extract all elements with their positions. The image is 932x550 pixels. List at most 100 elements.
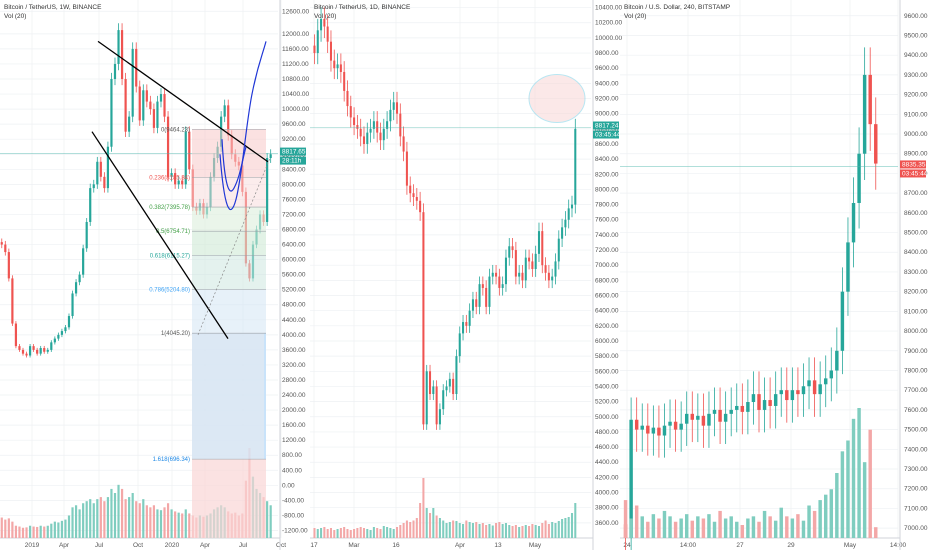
y-tick-label: 5600.00 <box>595 368 619 375</box>
y-tick-label: 3600.00 <box>282 347 306 354</box>
fibonacci-retracement[interactable]: 0(9464.23) 0.236(8185.34) 0.382(7395.78) 0.… <box>149 127 266 538</box>
last-price-tag[interactable] <box>593 121 619 130</box>
y-tick-label: 5800.00 <box>595 353 619 360</box>
volume-bar <box>110 488 113 538</box>
candle-body <box>445 386 448 391</box>
volume-bar <box>382 526 385 538</box>
y-tick-label: 4600.00 <box>595 444 619 451</box>
y-tick-label: -800.00 <box>282 512 304 519</box>
volume-bar <box>343 527 346 538</box>
y-tick-label: 7600.00 <box>595 217 619 224</box>
last-price-value: 8817.24 <box>595 123 619 130</box>
volume-bar <box>498 522 501 538</box>
volume-bar <box>85 501 88 538</box>
candle-body <box>339 64 342 72</box>
y-tick-label: 4000.00 <box>595 490 619 497</box>
descending-trendline-upper[interactable] <box>97 40 269 163</box>
candle-body <box>386 121 389 129</box>
candle-body <box>762 400 767 410</box>
candle-body <box>465 322 468 326</box>
projection-path-inner[interactable] <box>221 139 247 192</box>
fib-level-label: 0.5(6754.71) <box>156 229 190 235</box>
candle-body <box>32 346 35 350</box>
chart-panel-1[interactable]: 12600.00 12000.00 11600.00 11200.00 10800.00… <box>0 0 309 550</box>
chart-panel-2[interactable]: 10400.00 10200.00 10000.00 9800.00 9600.00 94… <box>310 0 622 550</box>
volume-bar <box>174 511 177 538</box>
candles <box>313 7 577 538</box>
candle-body <box>471 299 474 311</box>
volume-bar <box>269 505 272 538</box>
candle-body <box>684 413 689 424</box>
countdown-tag[interactable] <box>280 156 306 165</box>
highlight-circle[interactable] <box>528 74 586 124</box>
y-tick-label: 9800.00 <box>595 50 619 57</box>
volume-bar <box>422 478 425 538</box>
descending-trendline-lower[interactable] <box>91 131 229 339</box>
chart-panel-3[interactable]: 9600.00 9500.00 9400.00 9300.00 9200.00 9100.… <box>620 0 928 550</box>
volume-bar <box>712 521 717 538</box>
candle-body <box>329 41 332 61</box>
countdown-tag[interactable] <box>593 130 619 139</box>
volume-bar <box>4 519 7 538</box>
candle-body <box>128 116 131 132</box>
volume-bar <box>117 484 120 538</box>
volume-bar <box>561 519 564 538</box>
volume-bar <box>684 514 689 538</box>
candle-body <box>85 221 88 249</box>
candle-body <box>432 386 435 395</box>
y-tick-label: 8100.00 <box>904 308 928 315</box>
volume-bar <box>531 524 534 538</box>
volume-bar <box>646 521 650 538</box>
candle-body <box>163 94 166 117</box>
volume-bar <box>142 499 145 538</box>
y-tick-label: 4800.00 <box>595 429 619 436</box>
y-tick-label: 6600.00 <box>595 293 619 300</box>
candle-body <box>468 310 471 326</box>
fib-zone <box>192 207 266 232</box>
volume-bar <box>113 493 117 538</box>
x-tick-label: Apr <box>455 542 466 549</box>
y-tick-label: 800.00 <box>282 452 302 459</box>
volume-bar <box>135 501 138 538</box>
countdown-value: 03:45:44 <box>902 170 928 177</box>
volume-bar <box>399 525 402 538</box>
y-tick-label: 4200.00 <box>595 474 619 481</box>
candle-body <box>356 125 359 129</box>
candle-body <box>362 136 366 144</box>
fib-zone <box>192 231 266 256</box>
countdown-value: 28:11h <box>282 158 302 165</box>
last-price-tag[interactable] <box>900 160 926 169</box>
y-tick-label: 7200.00 <box>282 211 306 218</box>
candle-body <box>113 63 117 80</box>
volume-bar <box>488 524 491 538</box>
volume-bar <box>50 523 53 538</box>
volume-bar <box>389 528 392 538</box>
fib-level-label: 1(4045.20) <box>161 331 190 337</box>
volume-bar <box>537 526 541 538</box>
volume-bar <box>53 521 56 538</box>
candle-body <box>768 400 772 406</box>
volume-indicator-label: Vol (20) <box>314 13 336 20</box>
volume-bar <box>21 527 25 538</box>
volume-bar <box>369 530 372 538</box>
candle-body <box>857 153 861 203</box>
countdown-tag[interactable] <box>900 169 926 178</box>
y-tick-label: 6800.00 <box>595 277 619 284</box>
last-price-tag[interactable] <box>280 147 306 156</box>
candle-body <box>657 427 661 436</box>
candle-body <box>521 272 524 281</box>
candle-body <box>564 219 567 228</box>
volume-bar <box>316 529 319 538</box>
volume-bar <box>32 526 35 538</box>
candle-body <box>807 380 811 387</box>
volume-bar <box>773 520 778 538</box>
candle-body <box>818 384 822 395</box>
volume-bar <box>103 501 106 538</box>
y-tick-label: 0.00 <box>282 482 295 489</box>
fib-zone <box>192 255 266 290</box>
volume-bar <box>82 503 85 538</box>
volume-bar <box>570 513 574 538</box>
volume-bar <box>326 529 329 538</box>
